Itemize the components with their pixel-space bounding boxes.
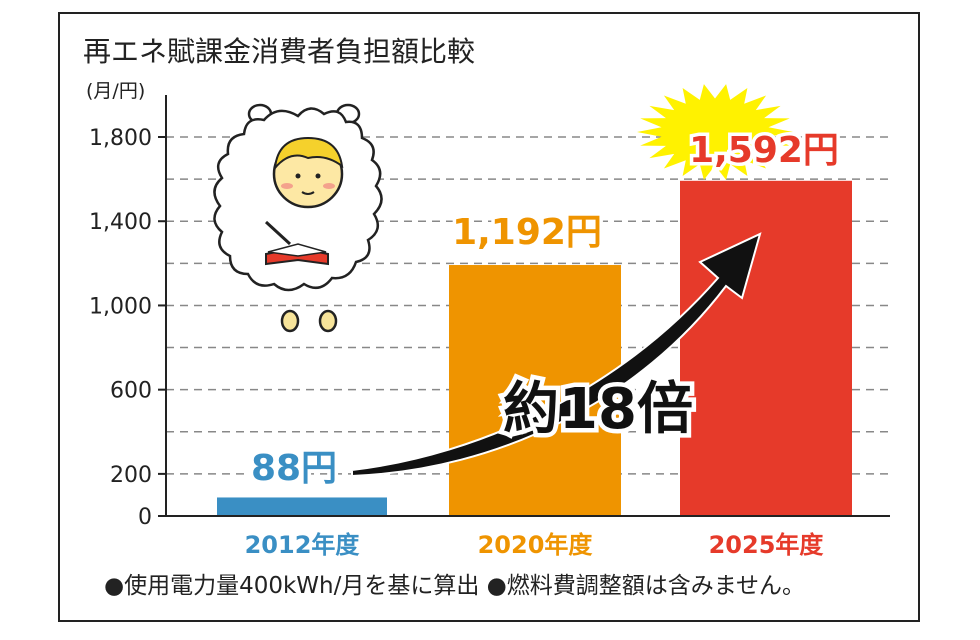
data-label: 88円 — [251, 448, 337, 489]
y-tick-label: 1,000 — [89, 294, 152, 319]
y-tick-label: 0 — [138, 505, 152, 530]
y-tick-label: 600 — [110, 379, 152, 404]
footnote: ●使用電力量400kWh/月を基に算出 ●燃料費調整額は含みません。 — [104, 573, 806, 599]
y-tick-label: 200 — [110, 463, 152, 488]
starburst-highlight — [637, 84, 793, 180]
y-axis: 0 200 600 1,000 1,400 1,800 (月/円) — [86, 80, 890, 530]
y-unit-label: (月/円) — [86, 80, 145, 102]
y-tick-label: 1,800 — [89, 126, 152, 151]
growth-arrow — [351, 232, 762, 478]
chart-title: 再エネ賦課金消費者負担額比較 — [83, 35, 476, 68]
bar — [680, 180, 852, 516]
data-label: 1,192円 — [452, 212, 602, 253]
sheep-reading-illustration — [213, 103, 383, 333]
x-tick-label: 2020年度 — [478, 531, 594, 559]
growth-annotation: 約18倍 — [503, 377, 693, 442]
x-tick-label: 2025年度 — [709, 531, 825, 559]
starburst-shape — [637, 84, 793, 180]
x-tick-label: 2012年度 — [245, 531, 361, 559]
bar — [217, 497, 387, 516]
y-tick-label: 1,400 — [89, 210, 152, 235]
data-label: 1,592円 — [689, 130, 839, 171]
